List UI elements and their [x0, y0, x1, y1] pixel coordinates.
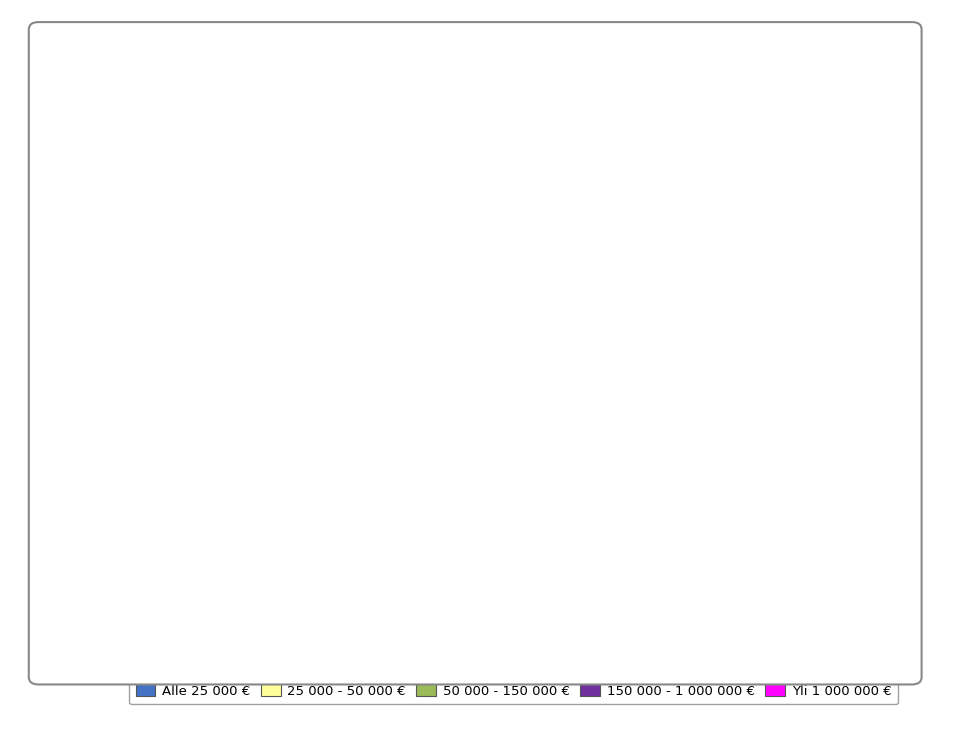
- Bar: [359, 428, 468, 574]
- Text: 28 %: 28 %: [791, 252, 833, 266]
- Bar: [559, 383, 668, 574]
- FancyBboxPatch shape: [29, 22, 922, 684]
- Text: 39 %: 39 %: [194, 478, 235, 492]
- Bar: [359, 177, 468, 241]
- Text: 18 %: 18 %: [394, 380, 435, 394]
- Bar: [160, 118, 270, 149]
- Text: 22 %: 22 %: [791, 416, 833, 431]
- Text: 16 %: 16 %: [592, 316, 634, 330]
- Bar: [359, 346, 468, 428]
- Bar: [359, 113, 468, 177]
- Text: 14 %: 14 %: [394, 202, 435, 216]
- Text: 11 %: 11 %: [592, 135, 634, 150]
- Bar: [559, 286, 668, 360]
- Bar: [559, 360, 668, 383]
- Text: 32 %: 32 %: [393, 494, 435, 509]
- Text: 7 %: 7 %: [200, 127, 230, 141]
- Title: Kyselyyn vastanneiden yritysten matkailutoiminnan vuotuinen liikevaihto: Kyselyyn vastanneiden yritysten matkailu…: [182, 90, 845, 108]
- Bar: [160, 396, 270, 574]
- Bar: [757, 118, 867, 195]
- Bar: [559, 118, 668, 168]
- Bar: [757, 323, 867, 373]
- Text: 26 %: 26 %: [592, 220, 635, 235]
- Legend: Alle 25 000 €, 25 000 - 50 000 €, 50 000 - 150 000 €, 150 000 - 1 000 000 €, Yli: Alle 25 000 €, 25 000 - 50 000 €, 50 000…: [129, 678, 899, 704]
- Text: 14 %: 14 %: [394, 138, 435, 152]
- Text: 17 %: 17 %: [792, 149, 833, 164]
- Bar: [559, 168, 668, 286]
- Text: 42 %: 42 %: [592, 471, 635, 486]
- Text: 11 %: 11 %: [792, 341, 833, 355]
- Text: 27 %: 27 %: [194, 204, 236, 219]
- Bar: [359, 241, 468, 346]
- Text: 22 %: 22 %: [791, 517, 833, 531]
- Bar: [757, 195, 867, 323]
- Text: 27 %: 27 %: [194, 327, 236, 342]
- Bar: [757, 474, 867, 574]
- Text: 5 %: 5 %: [598, 364, 629, 378]
- Text: 23 %: 23 %: [393, 286, 435, 301]
- Bar: [160, 149, 270, 273]
- Bar: [160, 273, 270, 396]
- Bar: [757, 373, 867, 474]
